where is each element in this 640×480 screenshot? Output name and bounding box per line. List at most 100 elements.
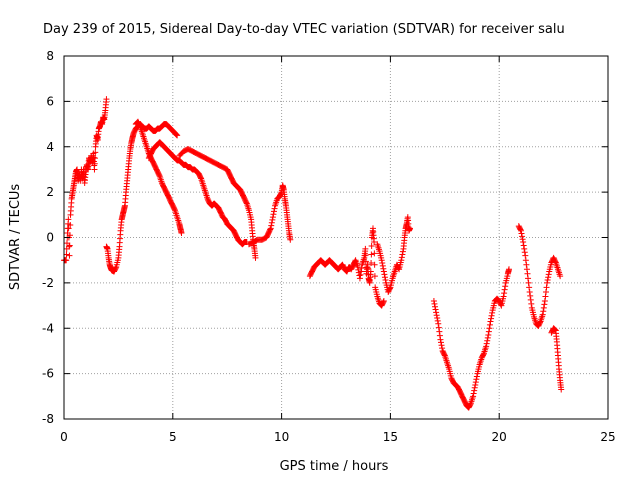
- data-point: [430, 298, 437, 305]
- data-point: [65, 225, 72, 232]
- data-point: [399, 251, 406, 258]
- data-point: [136, 122, 143, 129]
- data-point: [368, 260, 375, 267]
- data-point: [368, 251, 375, 258]
- data-point: [484, 337, 491, 344]
- data-point: [171, 206, 178, 213]
- data-point: [367, 268, 374, 275]
- data-point: [174, 132, 181, 139]
- data-point: [434, 317, 441, 324]
- data-point: [65, 216, 72, 223]
- data-point: [268, 219, 275, 226]
- data-point: [541, 298, 548, 305]
- data-point: [552, 258, 559, 265]
- data-point: [437, 336, 444, 343]
- data-point: [483, 343, 490, 350]
- data-point: [379, 260, 386, 267]
- data-point: [267, 226, 274, 233]
- x-tick-label: 20: [492, 430, 507, 444]
- data-point: [539, 311, 546, 318]
- data-point: [541, 301, 548, 308]
- data-point: [435, 324, 442, 331]
- data-point: [92, 155, 99, 162]
- x-axis-label: GPS time / hours: [280, 459, 389, 474]
- data-point: [558, 386, 565, 393]
- data-point: [473, 373, 480, 380]
- data-point: [517, 226, 524, 233]
- data-point: [433, 312, 440, 319]
- data-point: [521, 249, 528, 256]
- data-point: [269, 214, 276, 221]
- data-point: [434, 315, 441, 322]
- data-point: [380, 265, 387, 272]
- y-tick-label: 8: [46, 49, 54, 63]
- data-point: [484, 334, 491, 341]
- data-points: [61, 96, 565, 411]
- data-point: [356, 272, 363, 279]
- data-point: [379, 262, 386, 269]
- data-point: [540, 308, 547, 315]
- data-point: [362, 252, 369, 259]
- data-point: [520, 242, 527, 249]
- data-point: [380, 298, 387, 305]
- data-point: [287, 236, 294, 243]
- data-point: [545, 271, 552, 278]
- data-point: [356, 275, 363, 282]
- data-point: [271, 205, 278, 212]
- data-point: [519, 236, 526, 243]
- data-point: [178, 229, 185, 236]
- data-point: [488, 312, 495, 319]
- data-point: [500, 293, 507, 300]
- data-point: [518, 230, 525, 237]
- data-point: [543, 284, 550, 291]
- y-tick-label: -2: [42, 276, 54, 290]
- axis-ticks: 0 5 10 15 20 25 -8 -6 -4 -2 0 2 4 6 8: [42, 49, 616, 444]
- data-point: [524, 270, 531, 277]
- data-point: [395, 265, 402, 272]
- data-point: [483, 340, 490, 347]
- data-point: [527, 292, 534, 299]
- y-tick-label: -4: [42, 321, 54, 335]
- data-point: [173, 131, 180, 138]
- data-point: [278, 190, 285, 197]
- data-point: [521, 245, 528, 252]
- data-point: [485, 328, 492, 335]
- data-point: [520, 239, 527, 246]
- data-point: [485, 332, 492, 339]
- x-tick-label: 10: [274, 430, 289, 444]
- data-point: [523, 261, 530, 268]
- x-tick-label: 0: [60, 430, 68, 444]
- data-point: [362, 245, 369, 252]
- data-point: [243, 199, 250, 206]
- y-tick-label: 0: [46, 231, 54, 245]
- data-point: [252, 254, 259, 261]
- data-point: [437, 339, 444, 346]
- data-point: [439, 345, 446, 352]
- data-point: [545, 274, 552, 281]
- data-point: [502, 283, 509, 290]
- data-point: [431, 300, 438, 307]
- data-point: [486, 325, 493, 332]
- data-point: [386, 285, 393, 292]
- data-point: [67, 222, 74, 229]
- x-tick-label: 5: [169, 430, 177, 444]
- data-point: [526, 284, 533, 291]
- data-point: [362, 258, 369, 265]
- data-point: [488, 315, 495, 322]
- data-point: [435, 320, 442, 327]
- data-point: [489, 309, 496, 316]
- data-point: [552, 326, 559, 333]
- data-point: [382, 277, 389, 284]
- data-point: [471, 387, 478, 394]
- data-point: [487, 318, 494, 325]
- data-point: [501, 290, 508, 297]
- data-point: [91, 166, 98, 173]
- data-point: [371, 239, 378, 246]
- data-point: [522, 252, 529, 259]
- data-point: [156, 172, 163, 179]
- data-point: [501, 286, 508, 293]
- data-point: [542, 288, 549, 295]
- data-point: [66, 252, 73, 259]
- data-point: [269, 216, 276, 223]
